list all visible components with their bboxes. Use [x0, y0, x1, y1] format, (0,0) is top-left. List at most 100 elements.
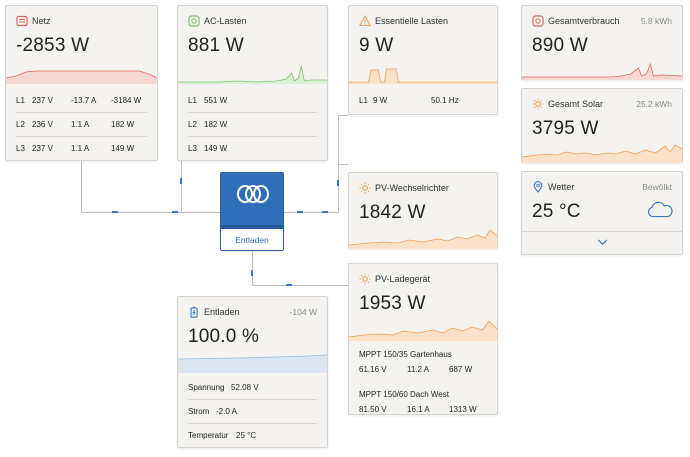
flow-dot [172, 211, 178, 213]
detail-value: 52.08 V [231, 383, 259, 392]
inverter-state: Entladen [235, 235, 269, 245]
wire-netz-down [81, 161, 82, 213]
temperature-value: 25 °C [532, 201, 581, 222]
voltage-value: 61.16 V [359, 365, 387, 374]
phase-label: L1 [16, 96, 25, 105]
ac-loads-card[interactable]: AC-Lasten 881 W L1 551 W L2 182 W L3 149… [177, 5, 328, 161]
victron-logo-icon [237, 185, 269, 203]
table-row: L1 9 W 50.1 Hz [359, 89, 487, 112]
cloud-icon [647, 201, 673, 218]
card-title: Gesamt Solar [548, 99, 604, 109]
card-value: -2853 W [16, 35, 90, 56]
mppt-list: MPPT 150/35 Gartenhaus 61.16 V 11.2 A 68… [359, 350, 487, 430]
inverter-header [221, 173, 283, 229]
grid-card[interactable]: Netz -2853 W L1 237 V -13.7 A -3184 W L2… [5, 5, 158, 161]
total-consumption-card[interactable]: Gesamtverbrauch 5.8 kWh 890 W [521, 5, 683, 80]
wire-ac-down [181, 161, 182, 213]
battery-card[interactable]: Entladen -104 W 100.0 % Spannung 52.08 V… [177, 296, 328, 448]
flow-dot [112, 211, 118, 213]
inverter-status-bar [221, 225, 283, 229]
flow-dot [286, 284, 292, 286]
total-solar-card[interactable]: Gesamt Solar 25.2 kWh 3795 W [521, 88, 683, 163]
expand-button[interactable] [522, 231, 682, 254]
table-row: L2 182 W [188, 113, 317, 137]
table-row: Spannung 52.08 V [188, 376, 317, 400]
pv-inverter-sparkline [349, 229, 497, 249]
grid-icon [16, 15, 28, 27]
card-title: Entladen [204, 307, 240, 317]
essential-sparkline [349, 68, 497, 84]
power-value: 149 W [204, 144, 228, 153]
card-title: AC-Lasten [204, 16, 247, 26]
voltage-value: 237 V [32, 144, 53, 153]
card-value: 1953 W [359, 293, 426, 314]
consumption-sparkline [522, 62, 682, 80]
wire-right-h [284, 212, 338, 213]
mppt-item: MPPT 150/35 Gartenhaus 61.16 V 11.2 A 68… [359, 350, 487, 390]
card-title: PV-Wechselrichter [375, 183, 449, 193]
current-value: -13.7 A [71, 96, 97, 105]
pv-charger-sparkline [349, 320, 497, 341]
power-value: 9 W [373, 96, 388, 105]
battery-power: -104 W [289, 307, 317, 317]
voltage-value: 237 V [32, 96, 53, 105]
phase-label: L2 [16, 120, 25, 129]
card-value: 890 W [532, 35, 588, 56]
ac-phase-table: L1 551 W L2 182 W L3 149 W [178, 89, 327, 160]
voltage-value: 236 V [32, 120, 53, 129]
current-value: 16.1 A [407, 405, 430, 414]
pv-inverter-card[interactable]: PV-Wechselrichter 1842 W [348, 172, 498, 249]
chevron-down-icon [597, 239, 608, 246]
flow-dot [297, 211, 303, 213]
essential-loads-card[interactable]: Essentielle Lasten 9 W L1 9 W 50.1 Hz [348, 5, 498, 115]
power-value: 551 W [204, 96, 228, 105]
battery-icon [190, 306, 198, 318]
battery-details: Spannung 52.08 V Strom -2.0 A Temperatur… [178, 376, 327, 447]
wire-batt-down [252, 251, 253, 285]
table-row: L3 237 V 1.1 A 149 W [16, 137, 147, 160]
location-icon [533, 181, 543, 193]
current-value: 11.2 A [407, 365, 430, 374]
wire-pvw-h [338, 164, 348, 165]
essential-phase-table: L1 9 W 50.1 Hz [349, 89, 497, 112]
power-value: 149 W [111, 144, 135, 153]
flow-dot [251, 270, 253, 276]
current-value: 1.1 A [71, 144, 90, 153]
sun-icon [359, 182, 371, 194]
current-value: 1.1 A [71, 120, 90, 129]
power-value: 1313 W [449, 405, 477, 414]
table-row: L1 551 W [188, 89, 317, 113]
weather-card[interactable]: Wetter Bewölkt 25 °C [521, 171, 683, 255]
consumption-icon [532, 15, 544, 27]
grid-sparkline [6, 70, 157, 84]
flow-dot [180, 178, 182, 184]
ac-sparkline [178, 65, 327, 84]
detail-label: Strom [188, 407, 210, 416]
battery-sparkline [178, 354, 327, 373]
table-row: L2 236 V 1.1 A 182 W [16, 113, 147, 137]
grid-phase-table: L1 237 V -13.7 A -3184 W L2 236 V 1.1 A … [6, 89, 157, 160]
detail-value: 25 °C [236, 431, 257, 440]
flow-dot [322, 211, 328, 213]
power-value: 687 W [449, 365, 473, 374]
sun-icon [359, 273, 371, 285]
table-row: Temperatur 25 °C [188, 424, 317, 447]
mppt-name: MPPT 150/60 Dach West [359, 390, 449, 399]
ac-loads-icon [188, 15, 200, 27]
phase-label: L3 [188, 144, 197, 153]
voltage-value: 81.50 V [359, 405, 387, 414]
inverter-card[interactable]: Entladen [220, 172, 284, 251]
flow-dot [337, 180, 339, 186]
detail-label: Spannung [188, 383, 225, 392]
power-value: -3184 W [111, 96, 142, 105]
power-value: 182 W [111, 120, 135, 129]
pv-charger-card[interactable]: PV-Ladegerät 1953 W MPPT 150/35 Gartenha… [348, 263, 498, 415]
mppt-name: MPPT 150/35 Gartenhaus [359, 350, 452, 359]
detail-label: Temperatur [188, 431, 229, 440]
frequency-value: 50.1 Hz [431, 96, 459, 105]
card-value: 9 W [359, 35, 394, 56]
daily-energy: 25.2 kWh [636, 99, 672, 109]
card-value: 3795 W [532, 118, 599, 139]
card-value: 1842 W [359, 202, 426, 223]
wire-batt-h [252, 285, 348, 286]
